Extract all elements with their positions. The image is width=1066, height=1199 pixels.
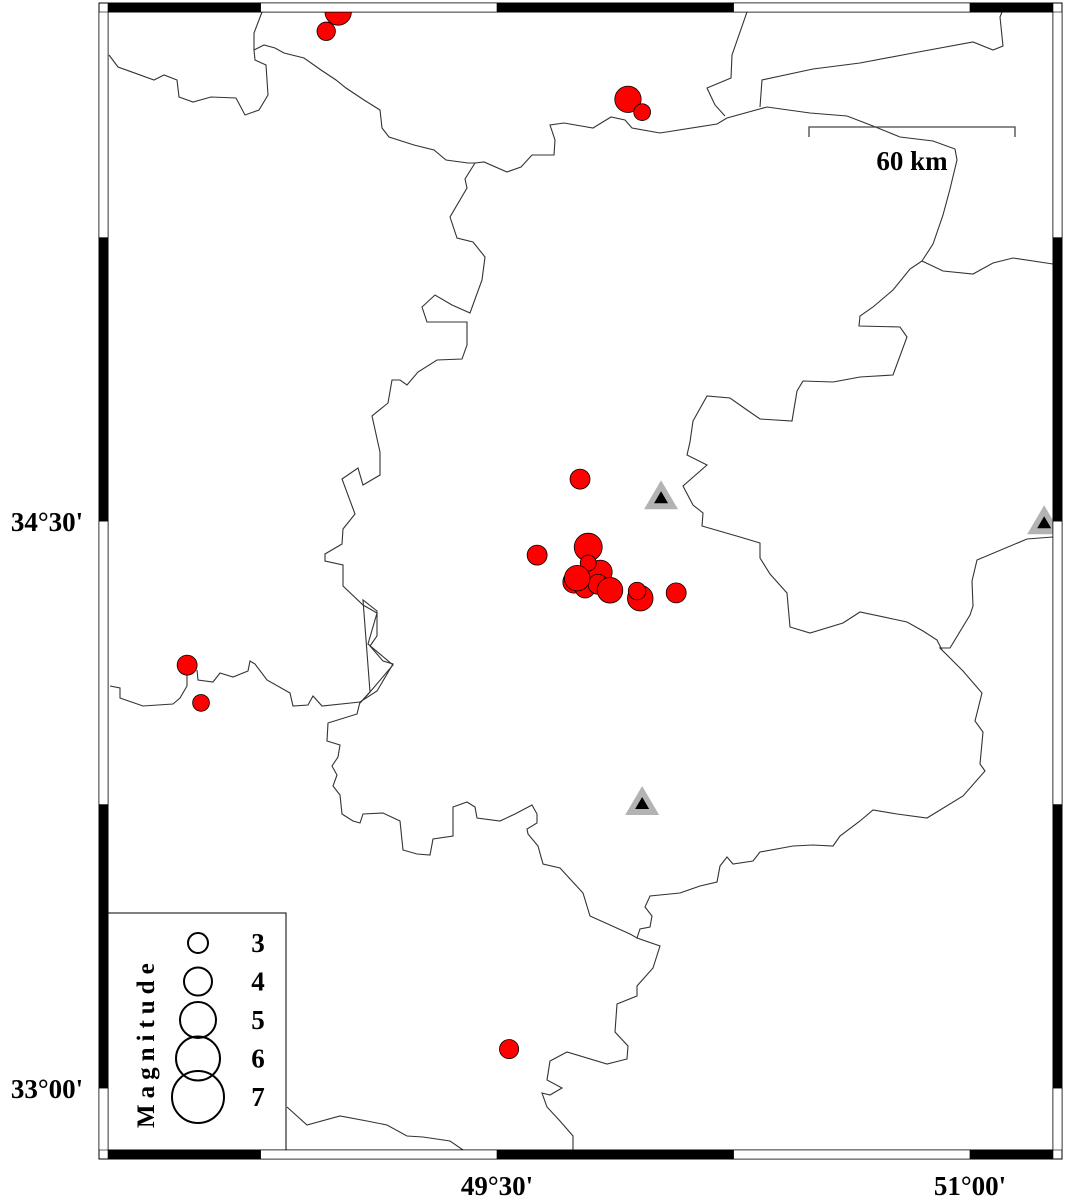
frame-tick — [969, 1149, 1054, 1160]
legend-label: 4 — [251, 967, 265, 997]
frame-tick — [98, 804, 109, 1089]
scale-bar-label: 60 km — [876, 146, 948, 176]
frame-tick — [98, 11, 109, 238]
earthquake-event — [614, 85, 642, 113]
boundary-line — [324, 162, 486, 704]
earthquake-event — [596, 577, 624, 604]
boundary-line — [109, 673, 188, 707]
frame-tick — [98, 520, 109, 805]
frame-tick — [733, 2, 971, 13]
frame-tick — [260, 1149, 498, 1160]
earthquake-event — [176, 654, 198, 676]
legend-label: 5 — [251, 1005, 265, 1035]
frame-tick — [496, 1149, 734, 1160]
frame-tick — [1052, 11, 1063, 238]
frame-tick — [496, 2, 734, 13]
frame-tick — [733, 1149, 971, 1160]
frame-tick — [260, 2, 498, 13]
frame-tick — [1052, 1087, 1063, 1151]
frame-tick — [107, 1149, 261, 1160]
scale-bar-line — [808, 126, 1016, 137]
boundary-line — [108, 12, 269, 116]
legend-circle — [187, 932, 209, 954]
boundary-line — [286, 1106, 464, 1150]
boundary-line — [541, 536, 1053, 1150]
legend-circle — [183, 966, 213, 997]
events-layer — [176, 12, 687, 1060]
boundary-line — [253, 44, 958, 262]
y-tick-label: 34°30' — [11, 507, 83, 537]
frame-tick — [98, 1087, 109, 1151]
legend-circle — [179, 1001, 217, 1039]
earthquake-event — [324, 12, 352, 26]
legend-title: Magnitude — [133, 957, 160, 1128]
frame-tick — [1052, 237, 1063, 522]
legend-label: 3 — [251, 928, 265, 958]
stations-layer — [625, 480, 1062, 816]
legend: Magnitude 3 4 5 6 7 — [107, 912, 287, 1151]
boundary-line — [921, 257, 1053, 275]
frame-tick — [969, 2, 1054, 13]
boundary-line — [196, 598, 394, 707]
frame-tick — [1052, 520, 1063, 805]
boundary-line — [706, 12, 748, 117]
legend-label: 6 — [251, 1044, 265, 1074]
frame-tick — [1052, 804, 1063, 1089]
station-triangle-icon — [644, 480, 679, 510]
frame-tick — [98, 237, 109, 522]
earthquake-event — [526, 544, 548, 566]
legend-circle — [175, 1035, 221, 1082]
boundary-line — [759, 12, 1004, 108]
legend-label: 7 — [251, 1082, 265, 1112]
earthquake-event — [569, 468, 591, 490]
x-tick-label: 49°30' — [461, 1171, 533, 1199]
legend-circle — [171, 1070, 225, 1124]
province-boundaries — [108, 12, 1053, 1150]
earthquake-event — [665, 582, 687, 604]
earthquake-event — [563, 564, 591, 592]
x-tick-label: 51°00' — [934, 1171, 1006, 1199]
frame-tick — [107, 2, 261, 13]
y-tick-label: 33°00' — [11, 1074, 83, 1104]
map-frame — [98, 2, 1063, 1160]
scale-bar: 60 km — [808, 126, 1016, 176]
earthquake-event — [499, 1039, 520, 1060]
station-triangle-icon — [625, 786, 660, 816]
earthquake-event — [633, 103, 651, 121]
boundary-line — [682, 260, 943, 651]
boundary-line — [326, 701, 638, 939]
earthquake-event — [192, 694, 210, 712]
earthquake-event — [627, 581, 647, 601]
earthquake-event — [316, 21, 336, 41]
